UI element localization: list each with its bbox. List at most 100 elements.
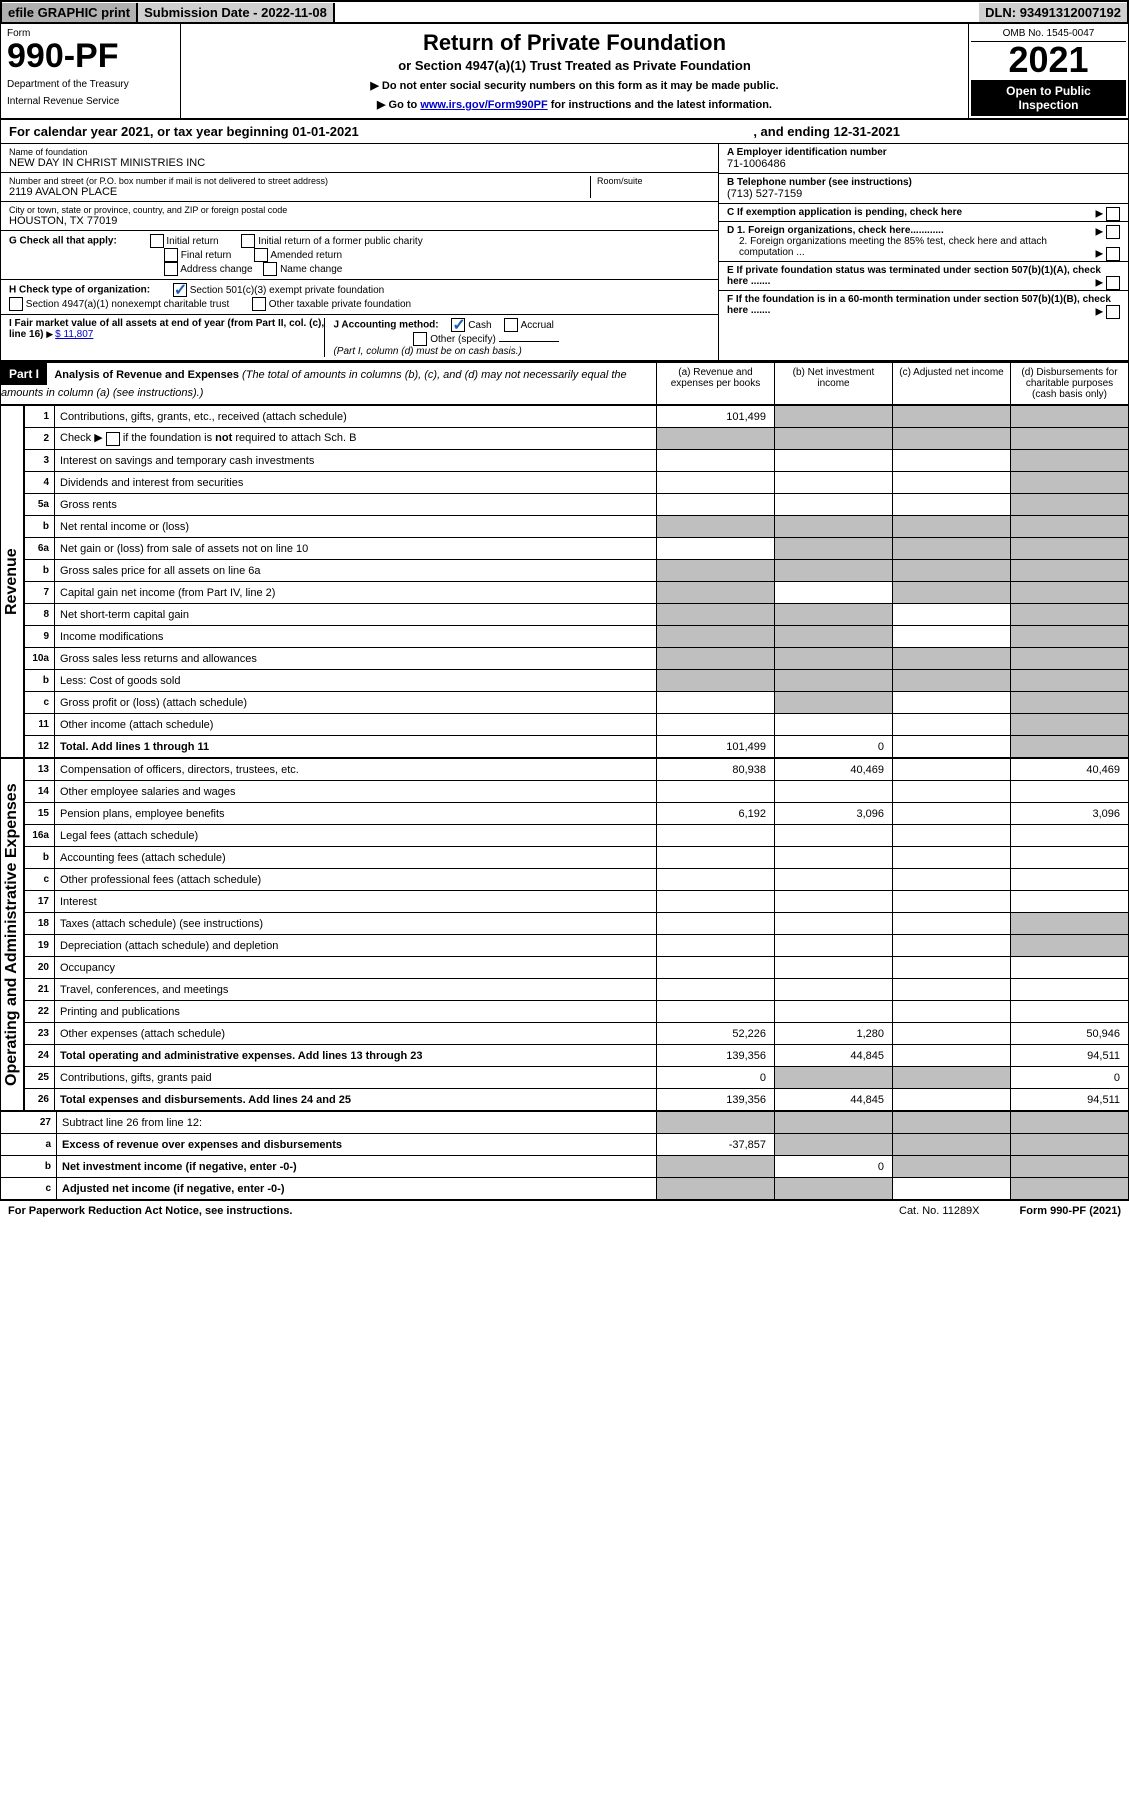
dept-irs: Internal Revenue Service (7, 96, 174, 107)
row-5b: bNet rental income or (loss) (25, 516, 1129, 538)
ein-label: A Employer identification number (727, 147, 1120, 158)
row-6b: bGross sales price for all assets on lin… (25, 560, 1129, 582)
efile-label[interactable]: efile GRAPHIC print (2, 3, 138, 22)
chk-schb[interactable] (106, 432, 120, 446)
dln: DLN: 93491312007192 (979, 3, 1127, 22)
chk-4947[interactable] (9, 297, 23, 311)
chk-other-tax[interactable] (252, 297, 266, 311)
h-opt3: Other taxable private foundation (269, 299, 411, 310)
row-9: 9Income modifications (25, 626, 1129, 648)
room-label: Room/suite (597, 176, 710, 186)
chk-name-change[interactable] (263, 262, 277, 276)
dept-treasury: Department of the Treasury (7, 79, 174, 90)
f-label: F If the foundation is in a 60-month ter… (727, 294, 1111, 316)
part1-title: Analysis of Revenue and Expenses (54, 369, 239, 381)
row-12: 12Total. Add lines 1 through 11101,4990 (25, 736, 1129, 758)
g-opt-3: Amended return (270, 250, 342, 261)
submission-value: 2022-11-08 (261, 5, 327, 20)
row-1: 1Contributions, gifts, grants, etc., rec… (25, 406, 1129, 428)
chk-addr-change[interactable] (164, 262, 178, 276)
top-bar: efile GRAPHIC print Submission Date - 20… (0, 0, 1129, 24)
header-left: Form 990-PF Department of the Treasury I… (1, 24, 181, 118)
foundation-name: NEW DAY IN CHRIST MINISTRIES INC (9, 157, 710, 169)
chk-cash[interactable] (451, 318, 465, 332)
h-label: H Check type of organization: (9, 285, 150, 296)
chk-initial-former[interactable] (241, 234, 255, 248)
chk-initial-return[interactable] (150, 234, 164, 248)
page-footer: For Paperwork Reduction Act Notice, see … (0, 1200, 1129, 1221)
chk-d1[interactable] (1106, 225, 1120, 239)
instr-link[interactable]: www.irs.gov/Form990PF (420, 99, 547, 111)
expenses-table: 13Compensation of officers, directors, t… (24, 758, 1129, 1111)
row-4: 4Dividends and interest from securities (25, 472, 1129, 494)
part1-header-row: Part I Analysis of Revenue and Expenses … (0, 361, 1129, 405)
row-2: 2Check ▶ if the foundation is not requir… (25, 428, 1129, 450)
g-check-cell: G Check all that apply: Initial return I… (1, 231, 718, 280)
row-27: 27Subtract line 26 from line 12: (1, 1112, 1129, 1134)
row-16a: 16aLegal fees (attach schedule) (25, 825, 1129, 847)
line27-table: 27Subtract line 26 from line 12: aExcess… (0, 1111, 1129, 1200)
row-14: 14Other employee salaries and wages (25, 781, 1129, 803)
calendar-year-row: For calendar year 2021, or tax year begi… (0, 120, 1129, 144)
addr-label: Number and street (or P.O. box number if… (9, 176, 590, 186)
header-right: OMB No. 1545-0047 2021 Open to Public In… (968, 24, 1128, 118)
address-cell: Number and street (or P.O. box number if… (1, 173, 718, 202)
chk-other-method[interactable] (413, 332, 427, 346)
dln-value: 93491312007192 (1020, 5, 1121, 20)
chk-d2[interactable] (1106, 247, 1120, 261)
row-13: 13Compensation of officers, directors, t… (25, 759, 1129, 781)
row-24: 24Total operating and administrative exp… (25, 1045, 1129, 1067)
col-b-header: (b) Net investment income (774, 363, 892, 404)
g-opt-5: Name change (280, 264, 342, 275)
name-label: Name of foundation (9, 147, 710, 157)
row-10c: cGross profit or (loss) (attach schedule… (25, 692, 1129, 714)
revenue-table: 1Contributions, gifts, grants, etc., rec… (24, 405, 1129, 758)
instr-2: ▶ Go to www.irs.gov/Form990PF for instru… (187, 98, 962, 111)
d-cell: D 1. Foreign organizations, check here..… (719, 222, 1128, 262)
phone-cell: B Telephone number (see instructions) (7… (719, 174, 1128, 204)
f-cell: F If the foundation is in a 60-month ter… (719, 291, 1128, 319)
phone-value: (713) 527-7159 (727, 188, 1120, 200)
info-left: Name of foundation NEW DAY IN CHRIST MIN… (1, 144, 718, 360)
pra-notice: For Paperwork Reduction Act Notice, see … (8, 1205, 292, 1217)
instr2-post: for instructions and the latest informat… (548, 99, 772, 111)
info-right: A Employer identification number 71-1006… (718, 144, 1128, 360)
ein-cell: A Employer identification number 71-1006… (719, 144, 1128, 174)
expenses-vert-label: Operating and Administrative Expenses (0, 758, 24, 1111)
row-27c: cAdjusted net income (if negative, enter… (1, 1178, 1129, 1200)
row-27b: bNet investment income (if negative, ent… (1, 1156, 1129, 1178)
header-mid: Return of Private Foundation or Section … (181, 24, 968, 118)
chk-final-return[interactable] (164, 248, 178, 262)
ein-value: 71-1006486 (727, 158, 1120, 170)
chk-f[interactable] (1106, 305, 1120, 319)
chk-accrual[interactable] (504, 318, 518, 332)
form-ref: Form 990-PF (2021) (1020, 1205, 1121, 1217)
chk-501c3[interactable] (173, 283, 187, 297)
row-20: 20Occupancy (25, 957, 1129, 979)
chk-amended[interactable] (254, 248, 268, 262)
city-cell: City or town, state or province, country… (1, 202, 718, 231)
col-c-header: (c) Adjusted net income (892, 363, 1010, 404)
e-label: E If private foundation status was termi… (727, 265, 1101, 287)
row-5a: 5aGross rents (25, 494, 1129, 516)
revenue-vert-label: Revenue (0, 405, 24, 758)
h-check-cell: H Check type of organization: Section 50… (1, 280, 718, 315)
tax-year: 2021 (971, 42, 1126, 78)
g-opt-4: Address change (180, 264, 252, 275)
instr-1: ▶ Do not enter social security numbers o… (187, 79, 962, 92)
d1-label: D 1. Foreign organizations, check here..… (727, 225, 944, 236)
chk-e[interactable] (1106, 276, 1120, 290)
cat-no: Cat. No. 11289X (899, 1205, 980, 1217)
row-27a: aExcess of revenue over expenses and dis… (1, 1134, 1129, 1156)
form-number: 990-PF (7, 39, 174, 73)
h-opt2: Section 4947(a)(1) nonexempt charitable … (26, 299, 229, 310)
row-8: 8Net short-term capital gain (25, 604, 1129, 626)
row-16b: bAccounting fees (attach schedule) (25, 847, 1129, 869)
row-7: 7Capital gain net income (from Part IV, … (25, 582, 1129, 604)
e-cell: E If private foundation status was termi… (719, 262, 1128, 291)
revenue-section: Revenue 1Contributions, gifts, grants, e… (0, 405, 1129, 758)
form-header: Form 990-PF Department of the Treasury I… (0, 24, 1129, 120)
chk-c[interactable] (1106, 207, 1120, 221)
h-opt1: Section 501(c)(3) exempt private foundat… (190, 285, 385, 296)
part1-label: Part I (1, 363, 47, 385)
